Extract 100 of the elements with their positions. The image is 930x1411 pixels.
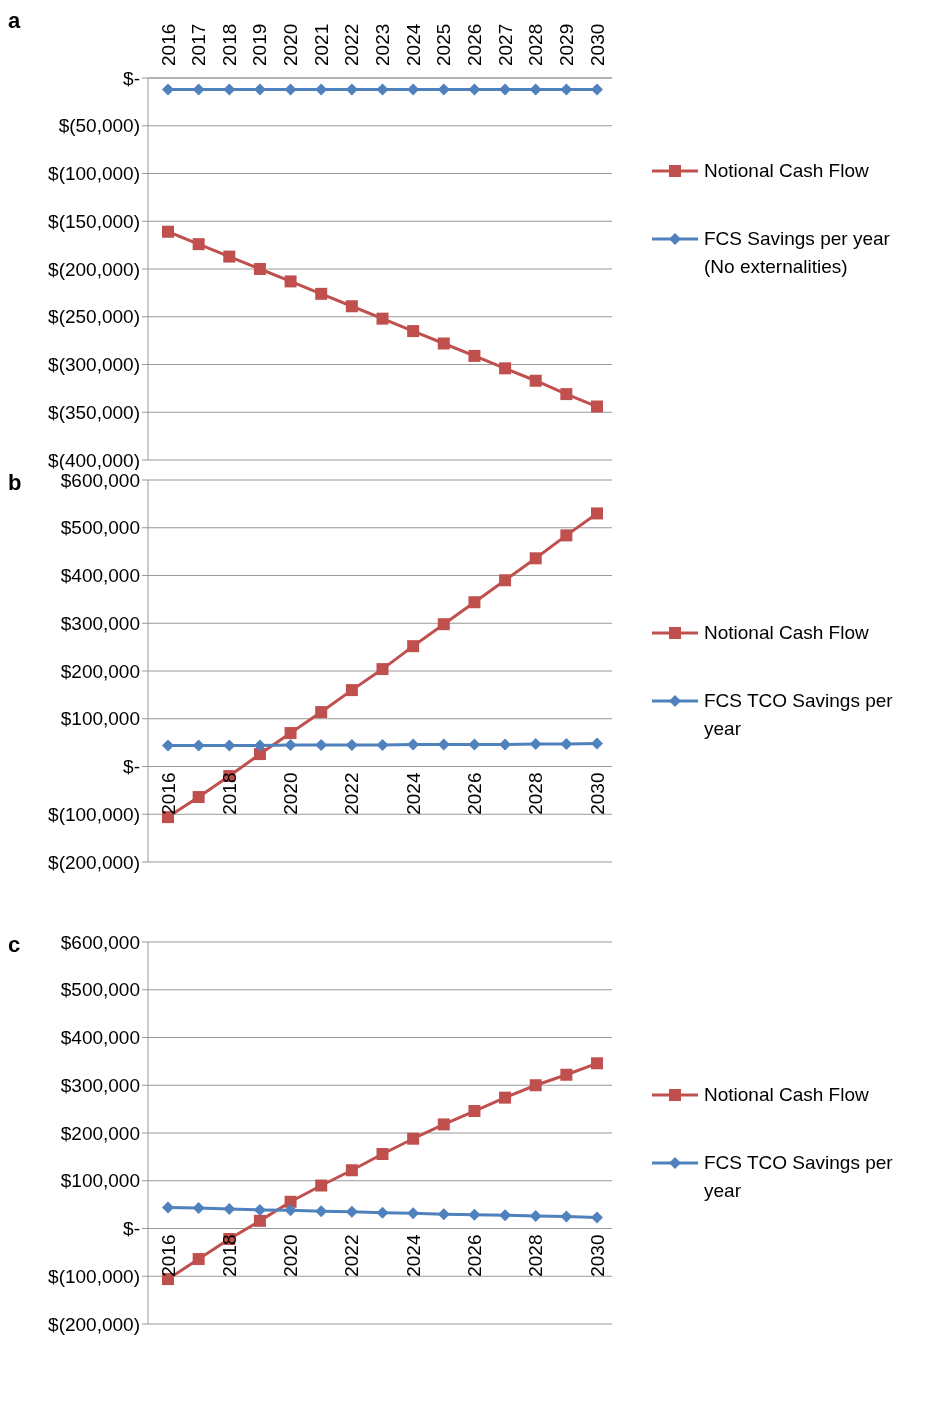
x-tick-label: 2026 [463, 23, 485, 66]
point [591, 1211, 603, 1224]
y-tick-label: $300,000 [60, 1074, 140, 1096]
point [376, 312, 389, 325]
point [437, 337, 450, 350]
point [529, 1079, 542, 1092]
point [192, 1201, 205, 1214]
legend-label: Notional Cash Flow [704, 159, 869, 183]
point [192, 791, 205, 804]
x-tick-label: 2026 [463, 1234, 485, 1277]
x-tick-label: 2020 [280, 1234, 302, 1277]
x-tick-label: 2016 [157, 772, 179, 815]
x-tick-label: 2022 [341, 1234, 363, 1277]
y-tick-label: $- [123, 756, 140, 778]
y-tick-label: $200,000 [60, 660, 140, 682]
y-tick-label: $(100,000) [48, 803, 140, 825]
point [376, 739, 389, 752]
y-tick-label: $(350,000) [48, 401, 140, 423]
x-tick-label: 2024 [402, 23, 424, 66]
point [591, 83, 603, 96]
x-tick-label: 2024 [402, 772, 424, 815]
x-tick-label: 2018 [218, 1234, 240, 1277]
point [253, 263, 266, 275]
x-tick-label: 2016 [157, 23, 179, 66]
point [407, 640, 420, 653]
point [284, 739, 297, 752]
point [284, 727, 297, 740]
point [560, 738, 573, 751]
y-tick-label: $300,000 [60, 612, 140, 634]
y-tick-label: $100,000 [60, 708, 140, 730]
y-tick-label: $(150,000) [48, 210, 140, 232]
x-tick-label: 2030 [586, 1234, 608, 1277]
point [162, 83, 174, 96]
x-tick-label: 2018 [218, 772, 240, 815]
point [468, 1105, 481, 1118]
point [315, 706, 328, 719]
point [499, 574, 512, 587]
y-tick-label: $600,000 [60, 931, 140, 953]
point [499, 362, 512, 375]
point [192, 238, 205, 251]
x-tick-label: 2025 [433, 23, 455, 66]
chart-title: a [8, 8, 21, 34]
y-tick-label: $(300,000) [48, 354, 140, 376]
x-tick-label: 2030 [586, 772, 608, 815]
x-tick-label: 2027 [494, 23, 516, 66]
legend-label: Notional Cash Flow [704, 621, 869, 645]
y-tick-label: $(100,000) [48, 163, 140, 185]
y-tick-label: $400,000 [60, 565, 140, 587]
point [407, 1132, 420, 1145]
y-tick-label: $(200,000) [48, 1313, 140, 1335]
point [499, 1091, 512, 1104]
y-tick-label: $500,000 [60, 517, 140, 539]
point [315, 1179, 328, 1192]
x-tick-label: 2028 [525, 23, 547, 66]
point [345, 684, 358, 697]
x-tick-label: 2020 [280, 23, 302, 66]
x-tick-label: 2028 [525, 1234, 547, 1277]
legend-label: FCS TCO Savings per year [704, 689, 894, 741]
legend-label: FCS Savings per year (No externalities) [704, 227, 891, 279]
x-tick-label: 2022 [341, 772, 363, 815]
point [376, 663, 389, 676]
point [560, 529, 573, 542]
point [407, 325, 420, 338]
point [315, 287, 328, 300]
point [253, 1214, 266, 1227]
y-tick-label: $(50,000) [58, 115, 140, 137]
x-tick-label: 2018 [218, 23, 240, 66]
point [468, 1208, 481, 1221]
chart-title: c [8, 932, 21, 958]
legend-label: Notional Cash Flow [704, 1083, 869, 1107]
point [162, 739, 174, 752]
y-tick-label: $400,000 [60, 1027, 140, 1049]
x-tick-label: 2024 [402, 1234, 424, 1277]
x-tick-label: 2020 [280, 772, 302, 815]
chart-title: b [8, 470, 22, 496]
y-tick-label: $(100,000) [48, 1265, 140, 1287]
point [253, 748, 266, 761]
x-tick-label: 2029 [555, 23, 577, 66]
point [284, 275, 297, 288]
y-tick-label: $600,000 [60, 469, 140, 491]
point [437, 1208, 450, 1221]
y-tick-label: $(400,000) [48, 449, 140, 471]
x-tick-label: 2026 [463, 772, 485, 815]
y-tick-label: $500,000 [60, 979, 140, 1001]
point [560, 1068, 573, 1081]
legend-label: FCS TCO Savings per year [704, 1151, 894, 1203]
x-tick-label: 2022 [341, 23, 363, 66]
point [376, 1148, 389, 1161]
x-tick-label: 2023 [372, 23, 393, 66]
x-tick-label: 2021 [310, 23, 332, 66]
x-tick-label: 2030 [586, 23, 608, 66]
point [437, 1118, 450, 1131]
point [162, 225, 174, 238]
point [529, 374, 542, 387]
point [345, 300, 358, 313]
x-tick-label: 2016 [157, 1234, 179, 1277]
point [560, 388, 573, 401]
point [468, 596, 481, 609]
point [468, 349, 481, 362]
y-tick-label: $- [123, 67, 140, 89]
